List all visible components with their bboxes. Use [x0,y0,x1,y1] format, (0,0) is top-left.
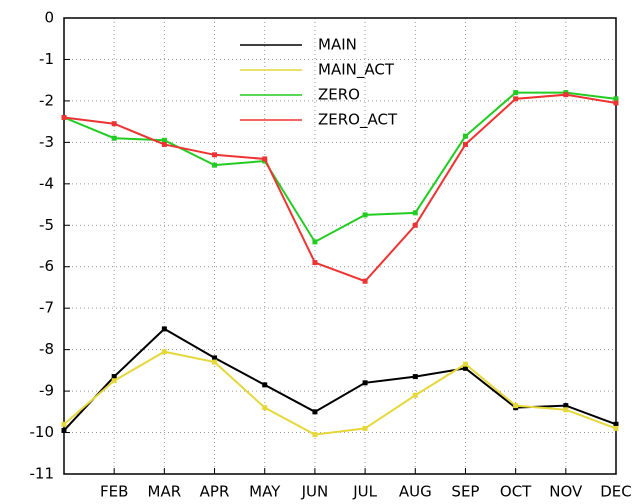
y-tick-label: -9 [39,382,54,400]
point-marker [312,260,318,266]
point-marker [312,239,318,245]
point-marker [262,405,268,411]
point-marker [513,96,519,102]
point-marker [513,403,519,409]
point-marker [161,141,167,147]
x-tick-label: OCT [500,483,532,501]
point-marker [212,152,218,158]
point-marker [262,156,268,162]
point-marker [61,114,67,120]
point-marker [362,425,368,431]
x-tick-label: NOV [549,483,583,501]
point-marker [111,135,117,141]
y-tick-label: -7 [39,299,54,317]
x-tick-label: AUG [399,483,432,501]
y-tick-label: -8 [39,340,54,358]
x-tick-label: MAY [249,483,281,501]
y-tick-label: -6 [39,257,54,275]
x-tick-label: SEP [451,483,479,501]
point-marker [61,421,67,427]
point-marker [161,326,167,332]
y-tick-label: -2 [39,91,54,109]
point-marker [362,380,368,386]
y-tick-label: 0 [44,9,54,27]
point-marker [111,121,117,127]
point-marker [61,427,67,433]
x-tick-label: DEC [600,483,632,501]
point-marker [462,133,468,139]
point-marker [613,100,619,106]
point-marker [161,349,167,355]
point-marker [362,278,368,284]
y-tick-label: -1 [39,50,54,68]
point-marker [312,409,318,415]
point-marker [613,421,619,427]
point-marker [362,212,368,218]
y-tick-label: -5 [39,216,54,234]
point-marker [613,425,619,431]
point-marker [462,361,468,367]
point-marker [563,407,569,413]
series-line [63,350,617,436]
x-tick-label: APR [200,483,230,501]
x-tick-label: JUN [301,483,329,501]
point-marker [212,162,218,168]
point-marker [312,432,318,438]
point-marker [111,378,117,384]
series-line [63,93,617,283]
legend-label: MAIN_ACT [318,61,395,80]
point-marker [513,90,519,96]
point-marker [412,392,418,398]
y-tick-label: -4 [39,174,54,192]
point-marker [613,96,619,102]
point-marker [262,382,268,388]
x-tick-label: JUL [352,483,377,501]
y-tick-label: -11 [30,465,55,483]
point-marker [563,403,569,409]
legend-label: ZERO_ACT [318,111,398,130]
point-marker [462,365,468,371]
y-tick-label: -3 [39,133,54,151]
point-marker [212,355,218,361]
x-tick-label: FEB [100,483,128,501]
point-marker [462,141,468,147]
point-marker [412,210,418,216]
series-line [63,327,617,432]
point-marker [111,374,117,380]
y-tick-label: -10 [30,423,55,441]
point-marker [412,222,418,228]
point-marker [563,92,569,98]
point-marker [412,374,418,380]
legend-label: MAIN [318,36,357,54]
plot-frame [63,17,617,475]
point-marker [212,359,218,365]
legend-label: ZERO [318,86,360,104]
x-tick-label: MAR [148,483,182,501]
point-marker [161,137,167,143]
